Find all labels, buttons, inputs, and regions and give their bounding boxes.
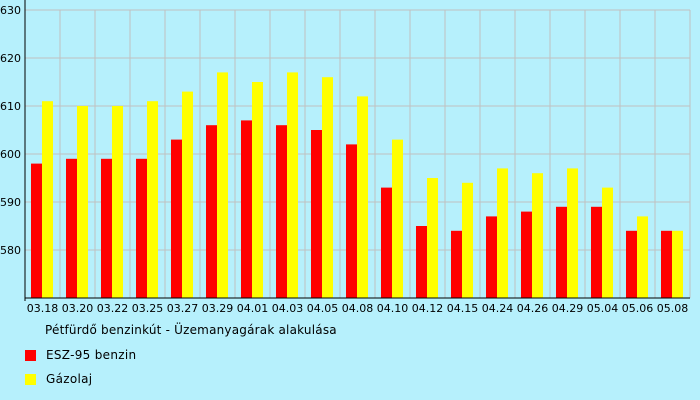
bar-benzin-04.15	[451, 230, 462, 298]
y-tick-label-600: 600	[0, 148, 21, 161]
x-tick-label-04.26: 04.26	[517, 302, 549, 315]
x-tick-labels: 03.18 03.20 03.22 03.25 03.27 03.29 04.01 04.03…	[27, 302, 689, 315]
x-tick-label-04.15: 04.15	[447, 302, 479, 315]
bars	[31, 72, 683, 299]
bar-gazolaj-04.29	[567, 168, 578, 298]
bar-gazolaj-04.05	[322, 77, 333, 298]
bar-benzin-05.04	[591, 206, 602, 298]
bar-gazolaj-05.06	[637, 216, 648, 298]
bar-benzin-03.18	[31, 163, 42, 298]
y-tick-label-580: 580	[0, 244, 21, 257]
bar-gazolaj-04.24	[497, 168, 508, 298]
bar-gazolaj-03.18	[42, 101, 53, 298]
legend-swatch-benzin	[25, 349, 36, 361]
x-tick-label-04.29: 04.29	[552, 302, 584, 315]
bar-gazolaj-04.08	[357, 96, 368, 299]
legend-item-benzin: ESZ-95 benzin	[25, 348, 136, 362]
bar-benzin-05.08	[661, 230, 672, 298]
bar-benzin-04.03	[276, 125, 287, 298]
bar-gazolaj-04.01	[252, 82, 263, 298]
x-tick-label-03.20: 03.20	[62, 302, 94, 315]
legend-label-benzin: ESZ-95 benzin	[46, 348, 137, 362]
bar-gazolaj-03.25	[147, 101, 158, 298]
bar-benzin-04.26	[521, 211, 532, 298]
chart-title: Pétfürdő benzinkút - Üzemanyagárak alaku…	[45, 323, 337, 337]
bar-benzin-03.22	[101, 158, 112, 298]
bar-gazolaj-05.08	[672, 230, 683, 298]
bar-benzin-04.01	[241, 120, 252, 299]
y-tick-label-590: 590	[0, 196, 21, 209]
bar-benzin-03.29	[206, 125, 217, 298]
x-tick-label-03.18: 03.18	[27, 302, 59, 315]
x-tick-label-04.24: 04.24	[482, 302, 514, 315]
bar-gazolaj-03.20	[77, 106, 88, 298]
bar-benzin-03.27	[171, 139, 182, 298]
axes	[24, 0, 690, 301]
legend-swatch-gazolaj	[25, 373, 36, 385]
bar-benzin-03.20	[66, 158, 77, 298]
x-tick-label-05.08: 05.08	[657, 302, 689, 315]
bar-gazolaj-03.27	[182, 91, 193, 298]
x-tick-label-04.08: 04.08	[342, 302, 374, 315]
bar-benzin-04.12	[416, 226, 427, 298]
bar-benzin-03.25	[136, 158, 147, 298]
bar-gazolaj-04.12	[427, 178, 438, 298]
x-tick-label-05.06: 05.06	[622, 302, 654, 315]
grid-lines	[24, 9, 691, 298]
bar-gazolaj-04.03	[287, 72, 298, 299]
x-tick-label-04.12: 04.12	[412, 302, 444, 315]
legend-item-gazolaj: Gázolaj	[25, 372, 92, 386]
bar-gazolaj-03.22	[112, 106, 123, 298]
y-tick-label-620: 620	[0, 52, 21, 65]
x-tick-label-05.04: 05.04	[587, 302, 619, 315]
x-tick-label-04.05: 04.05	[307, 302, 339, 315]
bar-gazolaj-05.04	[602, 187, 613, 298]
bar-gazolaj-04.15	[462, 182, 473, 298]
x-tick-label-03.29: 03.29	[202, 302, 234, 315]
bar-benzin-04.10	[381, 187, 392, 298]
bar-gazolaj-03.29	[217, 72, 228, 299]
x-tick-label-03.27: 03.27	[167, 302, 199, 315]
bar-benzin-05.06	[626, 230, 637, 298]
legend-label-gazolaj: Gázolaj	[46, 372, 93, 386]
x-tick-label-04.01: 04.01	[237, 302, 269, 315]
bar-benzin-04.05	[311, 130, 322, 298]
x-tick-label-03.25: 03.25	[132, 302, 164, 315]
bar-benzin-04.29	[556, 206, 567, 298]
bar-gazolaj-04.10	[392, 139, 403, 298]
bar-benzin-04.24	[486, 216, 497, 298]
y-tick-label-610: 610	[0, 100, 21, 113]
x-tick-label-04.03: 04.03	[272, 302, 304, 315]
bar-gazolaj-04.26	[532, 173, 543, 298]
x-tick-label-03.22: 03.22	[97, 302, 129, 315]
bar-benzin-04.08	[346, 144, 357, 298]
y-tick-label-630: 630	[0, 4, 21, 17]
x-tick-label-04.10: 04.10	[377, 302, 409, 315]
y-tick-labels: 580 590 600 610 620 630	[0, 4, 21, 257]
